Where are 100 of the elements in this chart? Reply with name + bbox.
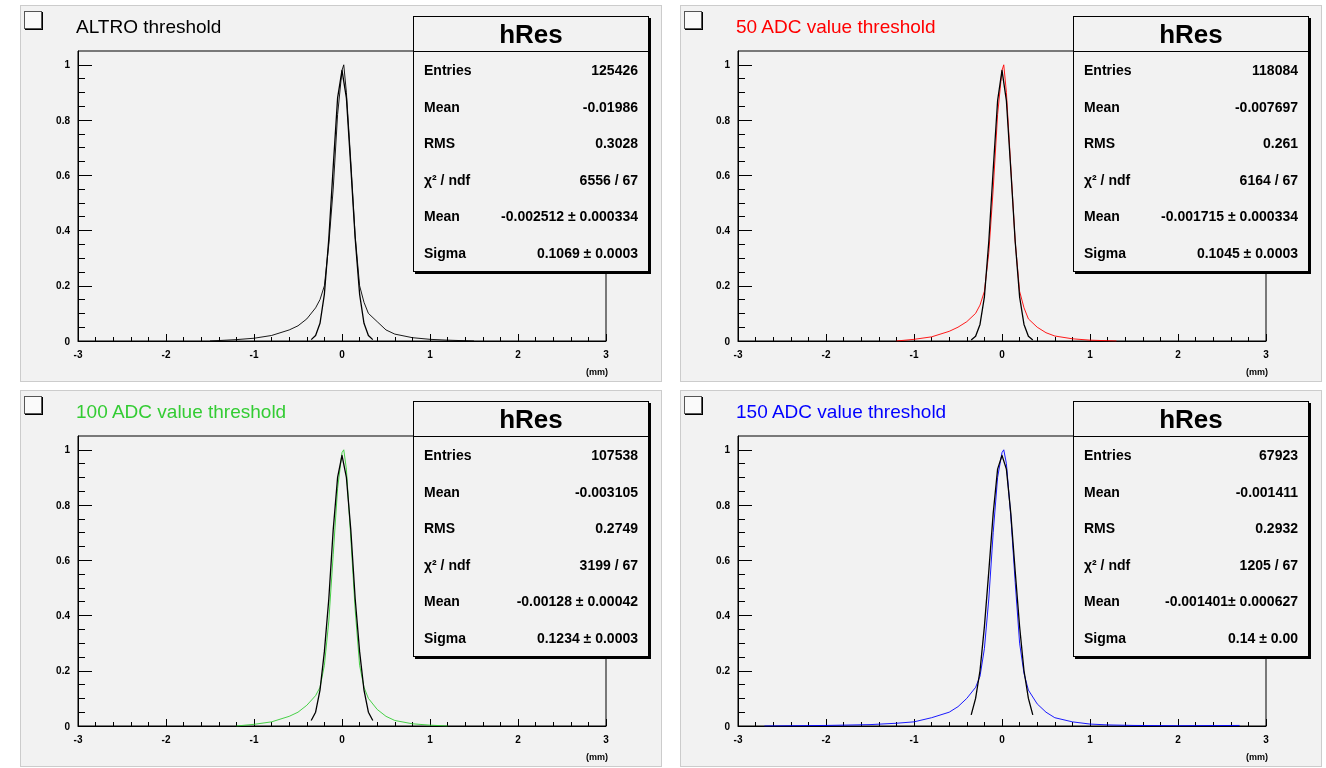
annotation: 0.2749	[595, 519, 638, 538]
x-tick-label: -2	[821, 733, 831, 745]
annotation: -0.001401± 0.000627	[1164, 592, 1298, 611]
y-tick-label: 0.6	[716, 554, 731, 566]
annotation: -0.001715 ± 0.000334	[1161, 207, 1298, 226]
annotation: RMS	[1084, 519, 1116, 538]
x-tick-label: -1	[909, 733, 919, 745]
annotation: 3199 / 67	[579, 555, 638, 575]
text: hRes	[414, 402, 648, 437]
x-tick-label: -3	[73, 733, 83, 745]
annotation: RMS	[1084, 134, 1116, 153]
y-tick-label: 0.4	[56, 225, 71, 237]
annotation: χ² / ndf	[424, 555, 471, 575]
y-tick-label: 0.2	[56, 280, 71, 292]
text: hRes	[414, 17, 648, 52]
x-tick-label: 1	[1087, 733, 1094, 745]
annotation: Entries	[1084, 446, 1132, 465]
y-tick-label: 0.4	[716, 610, 731, 622]
y-tick-label: 0.6	[716, 169, 731, 181]
chart-title: 100 ADC value threshold	[76, 401, 287, 423]
x-axis-title: (mm)	[586, 752, 608, 762]
x-tick-label: 2	[1175, 733, 1182, 745]
y-tick-label: 0.2	[716, 280, 731, 292]
x-tick-label: -1	[909, 348, 919, 360]
annotation: RMS	[424, 134, 456, 153]
annotation: Mean	[424, 207, 460, 226]
x-tick-label: -1	[249, 733, 259, 745]
chart-title: 50 ADC value threshold	[736, 16, 936, 38]
annotation: 67923	[1259, 446, 1298, 465]
x-tick-label: 2	[515, 348, 522, 360]
annotation: χ² / ndf	[1084, 555, 1131, 575]
y-tick-label: 0.8	[56, 499, 71, 511]
y-tick-label: 0.8	[56, 114, 71, 126]
annotation: 6556 / 67	[579, 170, 638, 190]
annotation: Mean	[1084, 207, 1120, 226]
annotation: Sigma	[1084, 243, 1127, 263]
x-tick-label: -1	[249, 348, 259, 360]
annotation: Entries	[424, 61, 472, 80]
annotation: 125426	[591, 61, 638, 80]
annotation: 6164 / 67	[1239, 170, 1298, 190]
annotation: -0.002512 ± 0.000334	[501, 207, 638, 226]
annotation: 107538	[591, 446, 638, 465]
annotation: 0.2932	[1255, 519, 1298, 538]
annotation: -0.003105	[574, 482, 638, 502]
y-tick-label: 0.8	[716, 114, 731, 126]
y-tick-label: 1	[64, 444, 71, 456]
annotation: Entries	[1084, 61, 1132, 80]
y-tick-label: 0	[724, 720, 731, 732]
x-tick-label: 1	[427, 348, 434, 360]
x-tick-label: 3	[1263, 733, 1270, 745]
x-tick-label: 0	[339, 348, 346, 360]
x-tick-label: 0	[999, 348, 1006, 360]
x-tick-label: 1	[1087, 348, 1094, 360]
x-axis-title: (mm)	[1246, 367, 1268, 377]
annotation: χ² / ndf	[424, 170, 471, 190]
annotation: Mean	[1084, 592, 1120, 611]
annotation: Mean	[1084, 482, 1120, 502]
text: hRes	[1074, 17, 1308, 52]
annotation: -0.007697	[1234, 97, 1298, 117]
y-tick-label: 1	[724, 59, 731, 71]
y-tick-label: 0.6	[56, 554, 71, 566]
x-tick-label: -3	[733, 348, 743, 360]
annotation: Mean	[1084, 97, 1120, 117]
x-tick-label: 2	[1175, 348, 1182, 360]
y-tick-label: 0.4	[716, 225, 731, 237]
y-tick-label: 0.2	[56, 665, 71, 677]
x-axis-title: (mm)	[586, 367, 608, 377]
annotation: 0.1045 ± 0.0003	[1196, 243, 1298, 263]
annotation: -0.01986	[582, 97, 638, 117]
x-tick-label: 1	[427, 733, 434, 745]
annotation: Entries	[424, 446, 472, 465]
annotation: -0.00128 ± 0.00042	[516, 592, 638, 611]
x-tick-label: 2	[515, 733, 522, 745]
chart-title: 150 ADC value threshold	[736, 401, 947, 423]
annotation: 0.1234 ± 0.0003	[536, 628, 638, 648]
chart-title: ALTRO threshold	[76, 16, 222, 38]
y-tick-label: 0.6	[56, 169, 71, 181]
annotation: 0.261	[1262, 134, 1298, 153]
x-tick-label: -2	[161, 348, 171, 360]
annotation: -0.001411	[1235, 482, 1298, 502]
annotation: χ² / ndf	[1084, 170, 1131, 190]
y-tick-label: 0.2	[716, 665, 731, 677]
y-tick-label: 1	[64, 59, 71, 71]
x-tick-label: 0	[999, 733, 1006, 745]
annotation: Sigma	[424, 243, 467, 263]
annotation: 0.14 ± 0.00	[1228, 628, 1298, 648]
x-tick-label: -2	[821, 348, 831, 360]
annotation: 1205 / 67	[1239, 555, 1298, 575]
annotation: 0.1069 ± 0.0003	[536, 243, 638, 263]
x-tick-label: 3	[603, 733, 610, 745]
x-tick-label: 3	[603, 348, 610, 360]
x-tick-label: 3	[1263, 348, 1270, 360]
x-tick-label: 0	[339, 733, 346, 745]
y-tick-label: 0	[64, 720, 71, 732]
text: hRes	[1074, 402, 1308, 437]
y-tick-label: 1	[724, 444, 731, 456]
y-tick-label: 0.4	[56, 610, 71, 622]
annotation: 0.3028	[595, 134, 638, 153]
y-tick-label: 0	[724, 335, 731, 347]
y-tick-label: 0.8	[716, 499, 731, 511]
